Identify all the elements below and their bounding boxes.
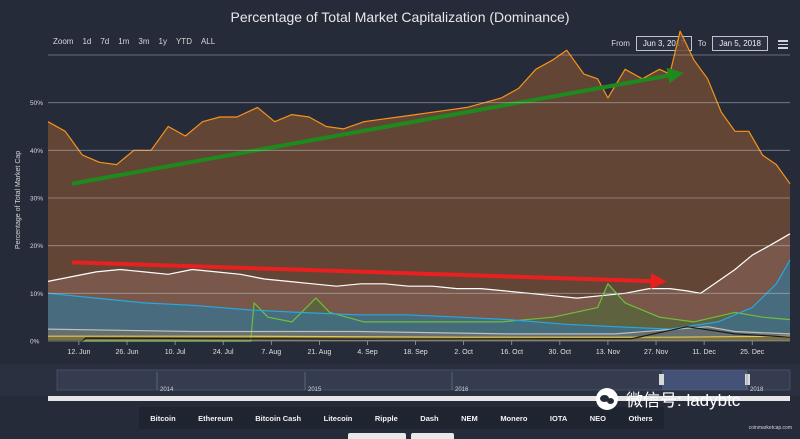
- legend-item-ethereum[interactable]: Ethereum: [198, 413, 233, 423]
- legend-item-dash[interactable]: Dash: [420, 413, 439, 423]
- legend-item-monero[interactable]: Monero: [500, 413, 528, 423]
- zoom-1m-button[interactable]: 1m: [118, 37, 130, 46]
- line-ripple: [47, 259, 791, 330]
- watermark-text: 微信号: ladybtc: [626, 391, 741, 410]
- x-tick-label: 27. Nov: [644, 349, 669, 356]
- x-axis: 12. Jun 26. Jun 10. Jul 24. Jul 7. Aug 21. Au…: [67, 341, 765, 356]
- y-tick-label: 0%: [30, 339, 40, 346]
- series-areas: [48, 31, 790, 341]
- zoom-1d-button[interactable]: 1d: [82, 37, 92, 46]
- navigator-handle-left: [659, 374, 664, 385]
- legend-item-bitcoin[interactable]: Bitcoin: [150, 413, 176, 423]
- legend: Bitcoin Ethereum Bitcoin Cash Litecoin Rippl…: [139, 407, 664, 429]
- from-label: From: [611, 39, 630, 48]
- x-tick-label: 30. Oct: [549, 349, 572, 356]
- line-bitcoin-cash: [48, 283, 791, 342]
- y-axis-label: Percentage of Total Market Cap: [15, 151, 22, 249]
- x-tick-label: 12. Jun: [67, 349, 90, 356]
- navigator-year-label: 2015: [308, 387, 322, 393]
- x-tick-label: 10. Jul: [165, 349, 186, 356]
- x-tick-label: 25. Dec: [740, 349, 765, 356]
- legend-item-litecoin[interactable]: Litecoin: [323, 413, 353, 423]
- zoom-3m-button[interactable]: 3m: [138, 37, 150, 46]
- x-tick-label: 26. Jun: [116, 349, 139, 356]
- x-tick-label: 2. Oct: [454, 349, 473, 356]
- navigator-year-label: 2016: [455, 387, 469, 393]
- x-tick-label: 18. Sep: [403, 349, 427, 356]
- legend-item-iota[interactable]: IOTA: [549, 413, 568, 423]
- y-tick-label: 20%: [30, 243, 43, 250]
- line-bitcoin: [47, 30, 791, 185]
- x-tick-label: 13. Nov: [596, 349, 621, 356]
- trend-arrows: [71, 67, 684, 290]
- legend-item-others[interactable]: Others: [628, 413, 653, 423]
- to-date-input[interactable]: Jan 5, 2018: [712, 36, 768, 51]
- legend-item-neo[interactable]: NEO: [589, 413, 607, 423]
- legend-item-ripple[interactable]: Ripple: [374, 413, 398, 423]
- nav-button-right[interactable]: [411, 433, 454, 439]
- wechat-icon: [596, 387, 618, 410]
- y-tick-label: 30%: [30, 196, 43, 203]
- series-lines: [47, 30, 791, 342]
- navigator: 2014 2015 2016 2018: [0, 364, 800, 401]
- credit-text: coinmarketcap.com: [748, 425, 792, 431]
- x-tick-label: 4. Sep: [357, 349, 377, 356]
- zoom-1y-button[interactable]: 1y: [158, 37, 167, 46]
- legend-item-nem[interactable]: NEM: [461, 413, 478, 423]
- navigator-selection: [662, 370, 747, 390]
- zoom-label: Zoom: [53, 37, 74, 46]
- zoom-controls: Zoom 1d 7d 1m 3m 1y YTD ALL: [53, 37, 215, 46]
- trend-arrow-green: [71, 67, 684, 186]
- area-bitcoin: [48, 31, 790, 341]
- area-ripple: [48, 260, 790, 341]
- watermark: 微信号: ladybtc: [596, 386, 740, 411]
- y-tick-label: 10%: [30, 291, 43, 298]
- scrollbar: [48, 396, 790, 401]
- line-litecoin: [47, 326, 791, 335]
- line-others: [48, 335, 791, 338]
- x-tick-label: 16. Oct: [500, 349, 523, 356]
- hamburger-menu-icon[interactable]: [778, 38, 788, 51]
- x-tick-label: 7. Aug: [261, 349, 281, 356]
- y-tick-label: 40%: [30, 148, 43, 155]
- zoom-all-button[interactable]: ALL: [200, 37, 216, 46]
- chart-title: Percentage of Total Market Capitalizatio…: [230, 9, 570, 25]
- zoom-ytd-button[interactable]: YTD: [175, 37, 192, 46]
- navigator-year-label: 2014: [160, 387, 174, 393]
- line-iota: [48, 326, 791, 342]
- y-axis: 0% 10% 20% 30% 40% 50%: [30, 54, 790, 346]
- x-tick-label: 24. Jul: [213, 349, 234, 356]
- x-tick-label: 11. Dec: [692, 349, 716, 356]
- navigator-handle-right: [745, 374, 750, 385]
- x-tick-label: 21. Aug: [308, 349, 332, 356]
- zoom-7d-button[interactable]: 7d: [100, 37, 110, 46]
- to-label: To: [697, 39, 707, 48]
- navigator-year-label: 2018: [750, 387, 764, 393]
- navigator-track: [56, 369, 791, 391]
- nav-button-left[interactable]: [348, 433, 406, 439]
- y-tick-label: 50%: [30, 100, 43, 107]
- trend-arrow-red: [71, 260, 667, 290]
- line-ethereum: [47, 233, 791, 299]
- legend-item-bitcoin-cash[interactable]: Bitcoin Cash: [255, 413, 302, 423]
